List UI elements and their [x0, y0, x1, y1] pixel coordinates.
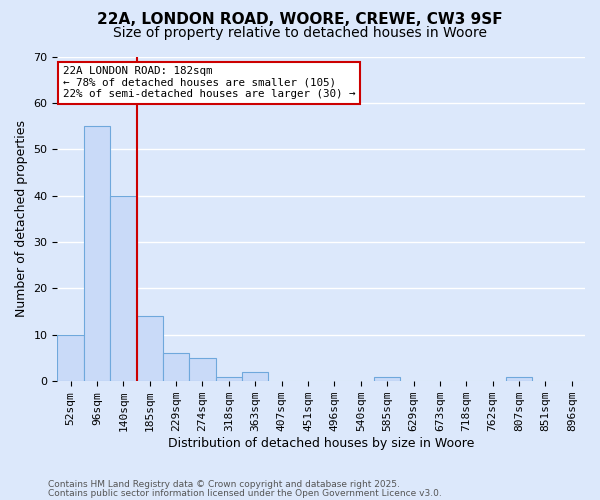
Text: Contains HM Land Registry data © Crown copyright and database right 2025.: Contains HM Land Registry data © Crown c… [48, 480, 400, 489]
Bar [190, 358, 215, 381]
Bar [215, 376, 242, 381]
Bar [110, 196, 137, 381]
Bar [242, 372, 268, 381]
Text: 22A, LONDON ROAD, WOORE, CREWE, CW3 9SF: 22A, LONDON ROAD, WOORE, CREWE, CW3 9SF [97, 12, 503, 28]
Bar [58, 335, 84, 381]
Text: Contains public sector information licensed under the Open Government Licence v3: Contains public sector information licen… [48, 489, 442, 498]
Text: Size of property relative to detached houses in Woore: Size of property relative to detached ho… [113, 26, 487, 40]
Text: 22A LONDON ROAD: 182sqm
← 78% of detached houses are smaller (105)
22% of semi-d: 22A LONDON ROAD: 182sqm ← 78% of detache… [62, 66, 355, 100]
Bar [84, 126, 110, 381]
Y-axis label: Number of detached properties: Number of detached properties [15, 120, 28, 318]
Bar [163, 354, 190, 381]
Bar [137, 316, 163, 381]
X-axis label: Distribution of detached houses by size in Woore: Distribution of detached houses by size … [168, 437, 475, 450]
Bar [506, 376, 532, 381]
Bar [374, 376, 400, 381]
